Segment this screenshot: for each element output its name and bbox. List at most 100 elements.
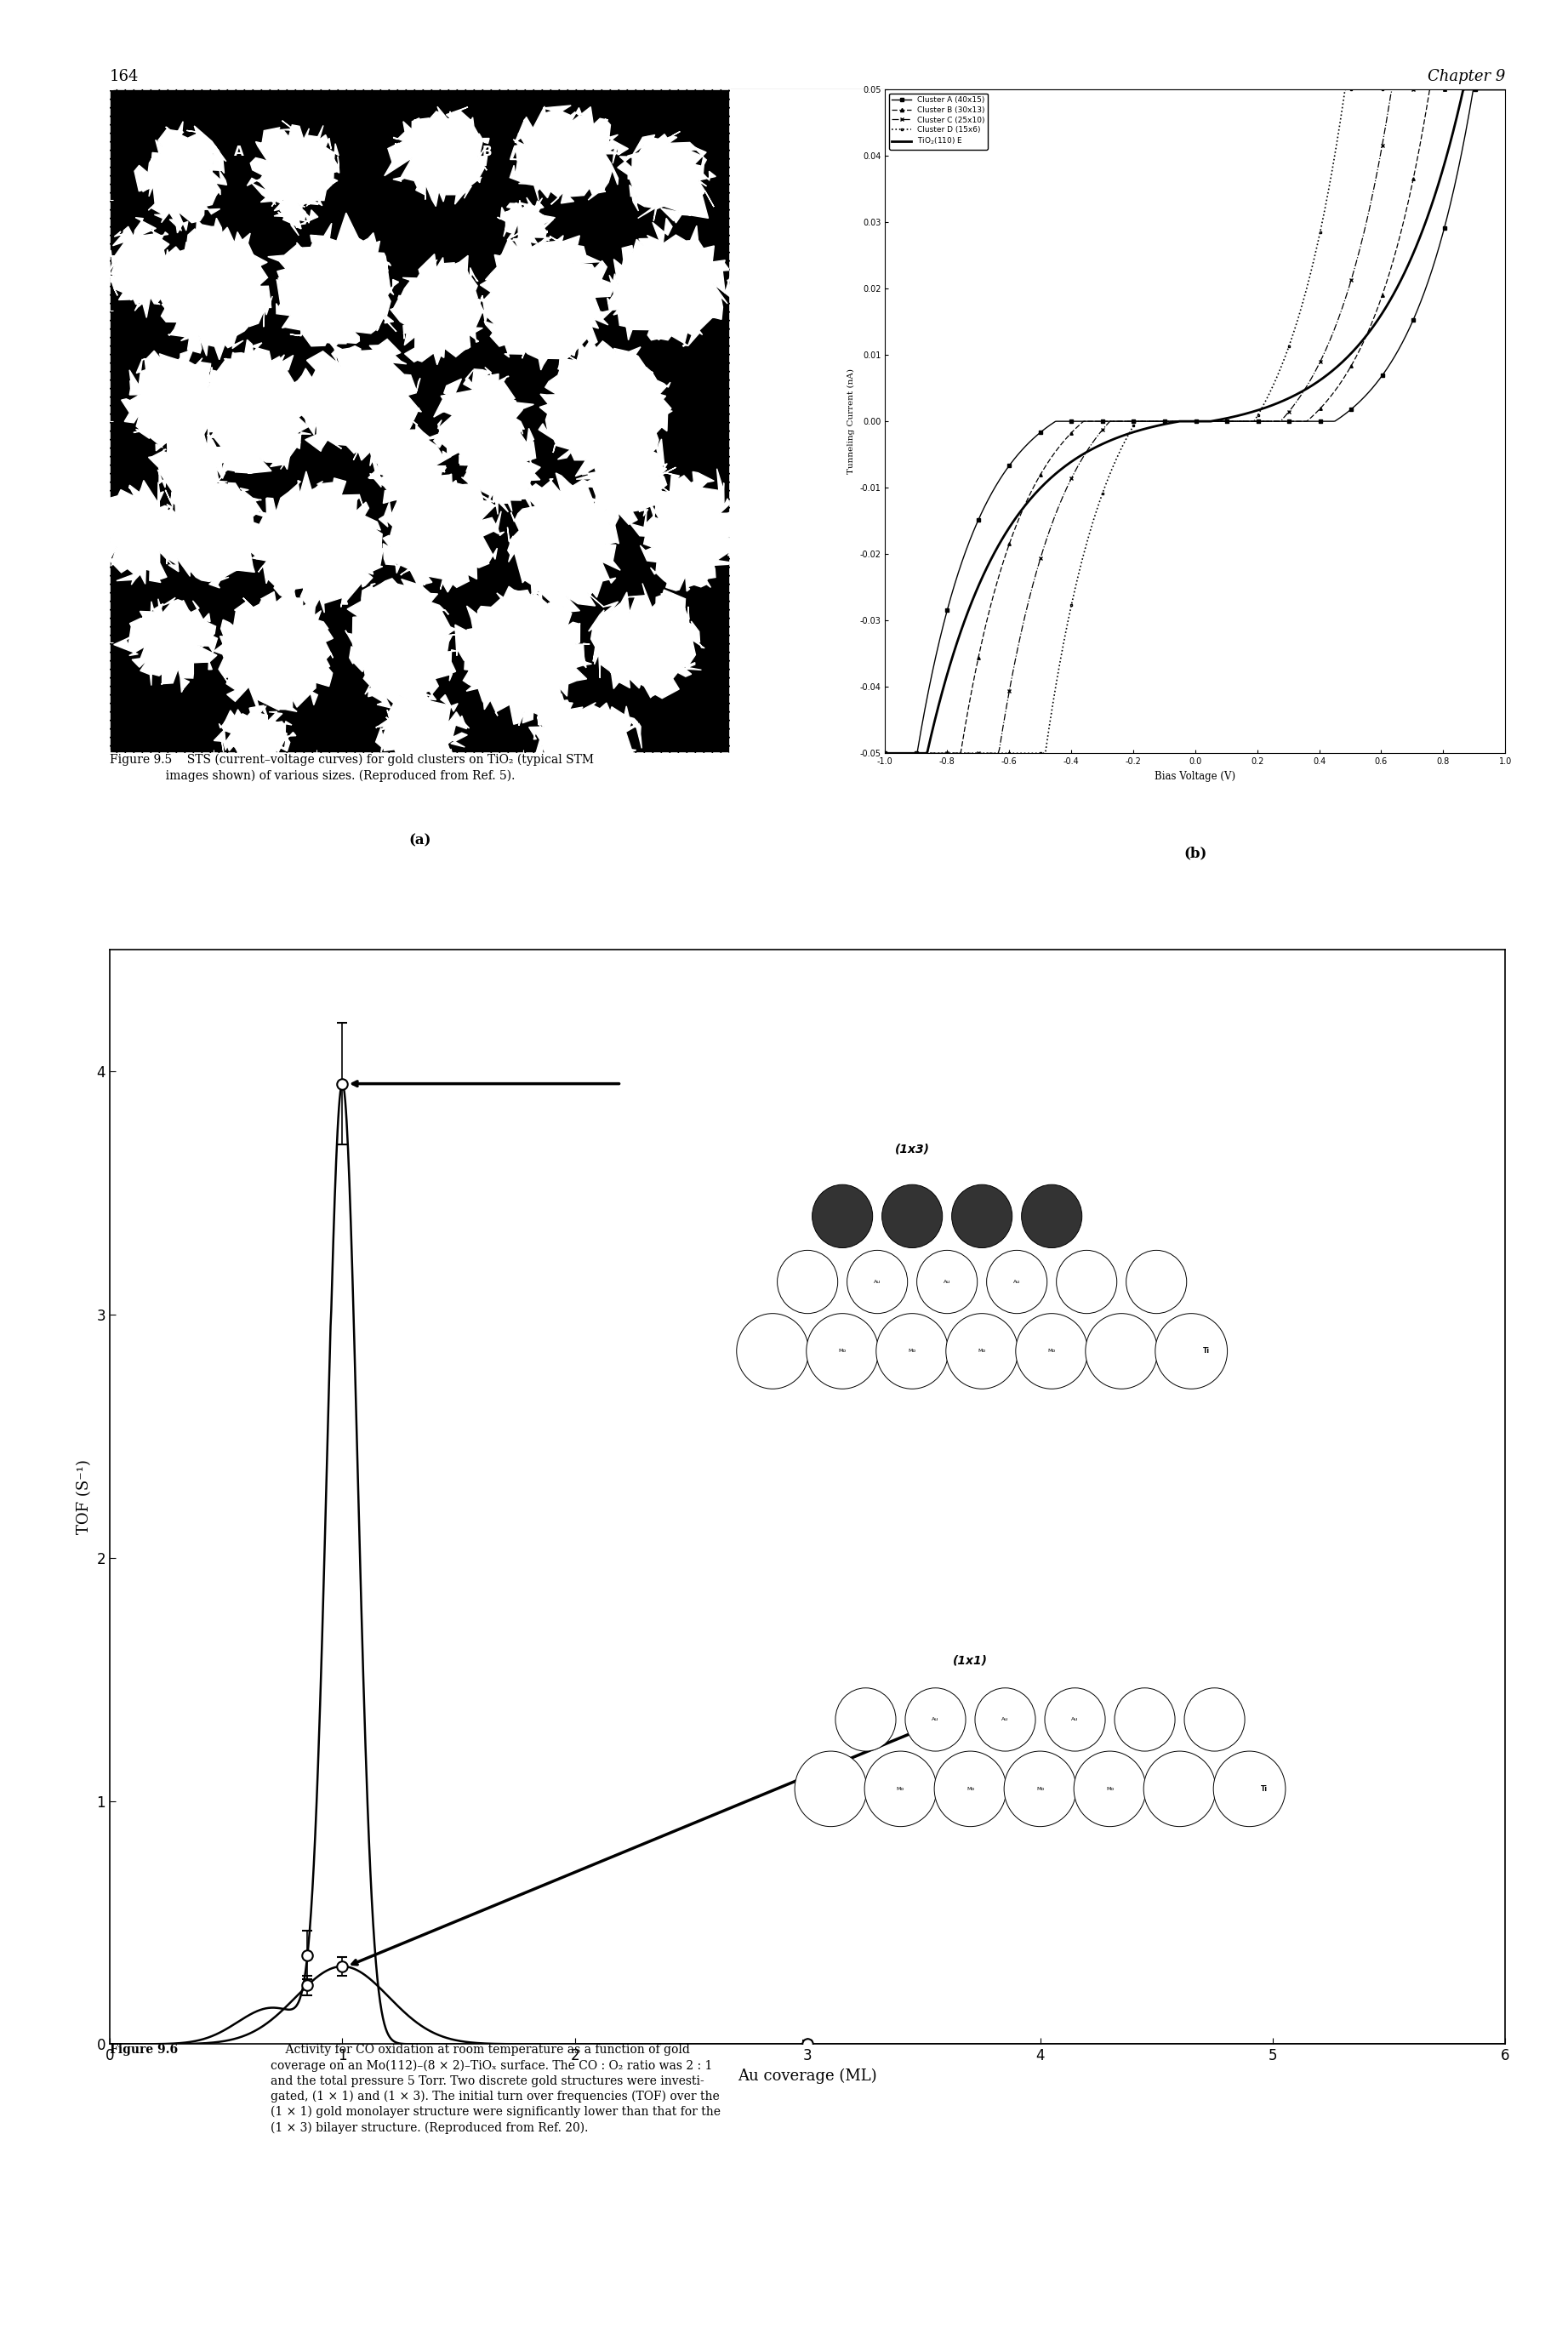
Circle shape (905, 1688, 966, 1751)
Text: Mo: Mo (908, 1349, 916, 1354)
Circle shape (847, 1251, 908, 1314)
Text: Mo: Mo (839, 1349, 847, 1354)
Y-axis label: Tunneling Current (nA): Tunneling Current (nA) (847, 369, 855, 475)
Polygon shape (368, 426, 452, 505)
Text: Ti: Ti (1261, 1784, 1269, 1794)
Polygon shape (508, 473, 621, 611)
Polygon shape (607, 219, 735, 346)
Polygon shape (463, 421, 541, 515)
Polygon shape (213, 705, 296, 771)
Text: Chapter 9: Chapter 9 (1427, 68, 1505, 85)
X-axis label: nm: nm (411, 771, 428, 781)
Polygon shape (384, 106, 489, 207)
Text: (b): (b) (1184, 846, 1207, 860)
Circle shape (986, 1251, 1047, 1314)
Polygon shape (379, 475, 505, 592)
Circle shape (1074, 1751, 1146, 1827)
Polygon shape (213, 588, 332, 712)
Circle shape (1115, 1688, 1174, 1751)
Text: Activity for CO oxidation at room temperature as a function of gold
coverage on : Activity for CO oxidation at room temper… (270, 2043, 720, 2135)
Legend: Cluster A (40x15), Cluster B (30x13), Cluster C (25x10), Cluster D (15x6), TiO$_: Cluster A (40x15), Cluster B (30x13), Cl… (889, 94, 988, 150)
Polygon shape (271, 172, 318, 235)
Text: Au: Au (1002, 1719, 1008, 1721)
Text: Au: Au (944, 1279, 950, 1284)
Text: Figure 9.5    STS (current–voltage curves) for gold clusters on TiO₂ (typical ST: Figure 9.5 STS (current–voltage curves) … (110, 752, 594, 781)
Circle shape (946, 1314, 1018, 1389)
Circle shape (935, 1751, 1007, 1827)
Polygon shape (114, 597, 218, 691)
Circle shape (1085, 1314, 1157, 1389)
Circle shape (1143, 1751, 1215, 1827)
Circle shape (1214, 1751, 1286, 1827)
Circle shape (881, 1185, 942, 1248)
Polygon shape (455, 581, 591, 726)
Polygon shape (376, 694, 469, 771)
Text: Au: Au (931, 1719, 939, 1721)
Text: Mo: Mo (897, 1787, 905, 1791)
Text: Figure 9.6: Figure 9.6 (110, 2043, 177, 2057)
Polygon shape (246, 470, 386, 614)
Text: Mo: Mo (1047, 1349, 1055, 1354)
Polygon shape (295, 339, 422, 463)
Text: Mo: Mo (978, 1349, 986, 1354)
Text: Mo: Mo (1105, 1787, 1113, 1791)
Polygon shape (539, 339, 673, 477)
Circle shape (917, 1251, 977, 1314)
Circle shape (1016, 1314, 1088, 1389)
Circle shape (864, 1751, 936, 1827)
Circle shape (1156, 1314, 1228, 1389)
Circle shape (1057, 1251, 1116, 1314)
Polygon shape (510, 106, 629, 205)
Polygon shape (630, 468, 743, 590)
Text: (1x3): (1x3) (895, 1143, 930, 1154)
Circle shape (1126, 1251, 1187, 1314)
Polygon shape (480, 230, 615, 369)
Polygon shape (528, 694, 641, 776)
Polygon shape (248, 120, 339, 221)
Circle shape (836, 1688, 895, 1751)
Circle shape (1184, 1688, 1245, 1751)
Polygon shape (193, 339, 314, 475)
Polygon shape (268, 214, 398, 348)
Polygon shape (149, 416, 235, 513)
Text: Au: Au (1071, 1719, 1079, 1721)
Polygon shape (390, 254, 486, 364)
Circle shape (1021, 1185, 1082, 1248)
Circle shape (1004, 1751, 1076, 1827)
Polygon shape (588, 583, 704, 698)
X-axis label: Au coverage (ML): Au coverage (ML) (739, 2069, 877, 2083)
Text: B: B (481, 146, 492, 158)
Polygon shape (618, 132, 717, 223)
X-axis label: Bias Voltage (V): Bias Voltage (V) (1154, 771, 1236, 781)
Polygon shape (100, 219, 183, 317)
Circle shape (812, 1185, 873, 1248)
Polygon shape (154, 219, 273, 360)
Circle shape (1044, 1688, 1105, 1751)
Polygon shape (97, 480, 188, 585)
Circle shape (737, 1314, 809, 1389)
Circle shape (806, 1314, 878, 1389)
Circle shape (952, 1185, 1013, 1248)
Polygon shape (345, 578, 459, 708)
Circle shape (877, 1314, 949, 1389)
Polygon shape (121, 346, 223, 451)
Text: (1x1): (1x1) (953, 1655, 988, 1667)
Polygon shape (434, 367, 533, 477)
Polygon shape (497, 197, 555, 247)
Circle shape (778, 1251, 837, 1314)
Text: Mo: Mo (1036, 1787, 1044, 1791)
Polygon shape (135, 122, 227, 233)
Text: Au: Au (1013, 1279, 1021, 1284)
Text: A: A (234, 146, 243, 158)
Text: Mo: Mo (966, 1787, 974, 1791)
Polygon shape (575, 433, 676, 529)
Y-axis label: nm: nm (78, 414, 89, 430)
Text: 164: 164 (110, 68, 140, 85)
Text: Au: Au (873, 1279, 881, 1284)
Text: (a): (a) (409, 832, 431, 846)
Y-axis label: TOF (S⁻¹): TOF (S⁻¹) (77, 1460, 93, 1535)
Text: Ti: Ti (1203, 1347, 1210, 1354)
Polygon shape (152, 473, 267, 588)
Circle shape (975, 1688, 1035, 1751)
Circle shape (795, 1751, 867, 1827)
